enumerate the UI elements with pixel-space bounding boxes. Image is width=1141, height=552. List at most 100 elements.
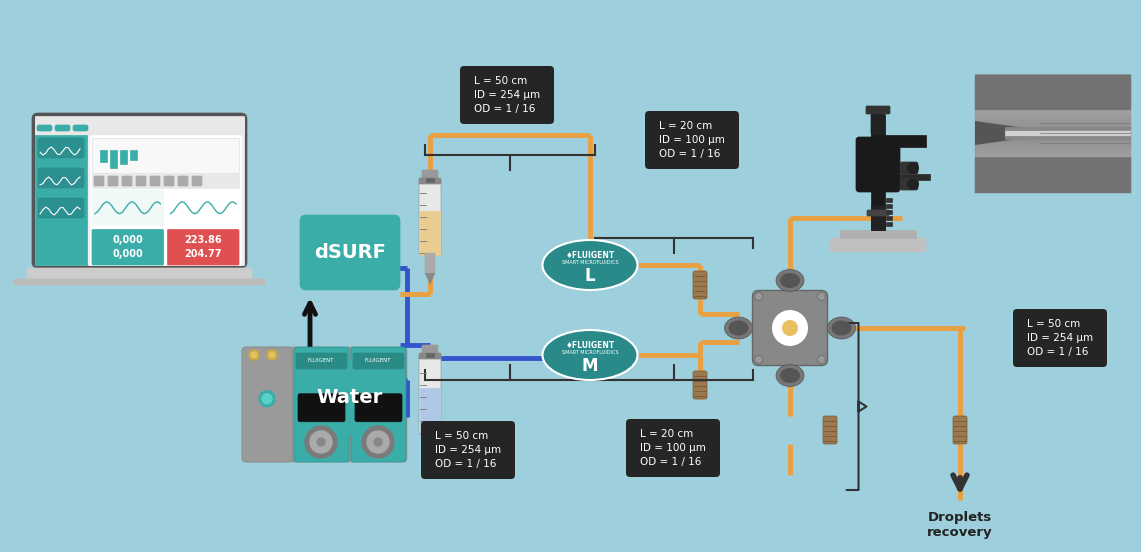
Ellipse shape (542, 240, 638, 290)
Bar (35, 116, 244, 135)
FancyBboxPatch shape (419, 180, 442, 255)
FancyBboxPatch shape (422, 170, 438, 180)
FancyBboxPatch shape (424, 253, 435, 275)
Bar (1005, 136, 1130, 139)
FancyBboxPatch shape (1013, 309, 1107, 367)
Text: 0,000: 0,000 (112, 250, 143, 259)
FancyBboxPatch shape (164, 176, 173, 186)
FancyBboxPatch shape (38, 138, 84, 158)
FancyBboxPatch shape (178, 176, 188, 186)
FancyBboxPatch shape (300, 215, 400, 290)
Text: L = 20 cm
ID = 100 μm
OD = 1 / 16: L = 20 cm ID = 100 μm OD = 1 / 16 (659, 121, 725, 159)
FancyBboxPatch shape (192, 176, 202, 186)
Ellipse shape (832, 321, 851, 336)
Circle shape (310, 431, 332, 453)
Polygon shape (424, 273, 435, 285)
Text: L = 50 cm
ID = 254 μm
OD = 1 / 16: L = 50 cm ID = 254 μm OD = 1 / 16 (435, 431, 501, 469)
Bar (92, 174, 238, 188)
Text: M: M (582, 357, 598, 375)
FancyBboxPatch shape (242, 347, 407, 462)
Bar (887, 222, 892, 226)
Bar (420, 211, 440, 255)
FancyBboxPatch shape (419, 355, 442, 435)
FancyBboxPatch shape (693, 271, 707, 299)
FancyBboxPatch shape (900, 162, 919, 174)
FancyBboxPatch shape (866, 106, 890, 114)
FancyBboxPatch shape (122, 176, 132, 186)
Circle shape (262, 394, 272, 404)
Ellipse shape (827, 317, 856, 339)
Circle shape (305, 426, 337, 458)
FancyBboxPatch shape (108, 176, 118, 186)
FancyBboxPatch shape (856, 137, 900, 192)
Circle shape (754, 355, 762, 364)
FancyBboxPatch shape (55, 125, 70, 131)
Bar (871, 135, 926, 147)
FancyBboxPatch shape (645, 111, 739, 169)
Bar (35, 118, 244, 265)
Circle shape (907, 178, 919, 190)
Bar (887, 216, 892, 220)
FancyBboxPatch shape (753, 290, 827, 365)
Bar (887, 210, 892, 214)
Bar (90, 135, 241, 265)
Polygon shape (976, 121, 1039, 145)
Bar (900, 174, 930, 180)
FancyBboxPatch shape (900, 178, 919, 190)
Text: SMART MICROFLUIDICS: SMART MICROFLUIDICS (561, 261, 618, 266)
Circle shape (754, 293, 762, 300)
Bar (420, 388, 440, 435)
FancyBboxPatch shape (94, 176, 104, 186)
Text: dSURF: dSURF (314, 243, 386, 262)
Circle shape (817, 293, 825, 300)
FancyBboxPatch shape (73, 125, 88, 131)
Text: 0,000: 0,000 (112, 235, 143, 245)
Bar (92, 138, 238, 173)
Circle shape (367, 431, 389, 453)
Ellipse shape (776, 364, 804, 386)
Text: Water: Water (317, 388, 383, 407)
FancyBboxPatch shape (92, 190, 163, 226)
Bar (887, 198, 892, 202)
Bar (1005, 127, 1130, 130)
Bar (1005, 130, 1130, 136)
Text: 223.86: 223.86 (185, 235, 222, 245)
Bar (887, 204, 892, 208)
Circle shape (907, 162, 919, 174)
FancyBboxPatch shape (460, 66, 555, 124)
FancyBboxPatch shape (32, 113, 246, 268)
Text: L = 50 cm
ID = 254 μm
OD = 1 / 16: L = 50 cm ID = 254 μm OD = 1 / 16 (1027, 319, 1093, 357)
Bar (976, 74, 1130, 192)
Text: FLUIGENT: FLUIGENT (365, 358, 391, 364)
FancyBboxPatch shape (168, 190, 238, 226)
Ellipse shape (542, 330, 638, 380)
FancyBboxPatch shape (421, 421, 515, 479)
Bar (130, 150, 137, 160)
Ellipse shape (776, 269, 804, 291)
Bar (110, 150, 118, 168)
FancyBboxPatch shape (298, 394, 345, 422)
Bar (426, 353, 434, 357)
Ellipse shape (725, 317, 753, 339)
FancyBboxPatch shape (38, 168, 84, 188)
Circle shape (772, 310, 808, 346)
Circle shape (267, 350, 277, 360)
FancyBboxPatch shape (871, 110, 885, 135)
FancyBboxPatch shape (294, 347, 349, 462)
FancyBboxPatch shape (693, 371, 707, 399)
FancyBboxPatch shape (27, 268, 252, 280)
FancyBboxPatch shape (296, 353, 347, 369)
Bar (840, 230, 916, 238)
Bar (426, 178, 434, 182)
Circle shape (317, 438, 325, 446)
Text: ♦FLUIGENT: ♦FLUIGENT (566, 341, 615, 349)
FancyBboxPatch shape (14, 279, 265, 285)
Text: L = 50 cm
ID = 254 μm
OD = 1 / 16: L = 50 cm ID = 254 μm OD = 1 / 16 (474, 76, 540, 114)
Ellipse shape (780, 273, 800, 288)
FancyBboxPatch shape (351, 347, 406, 462)
Text: Droplets
recovery: Droplets recovery (928, 511, 993, 539)
Circle shape (374, 438, 382, 446)
Bar (100, 150, 107, 162)
FancyBboxPatch shape (136, 176, 146, 186)
Circle shape (269, 352, 275, 358)
